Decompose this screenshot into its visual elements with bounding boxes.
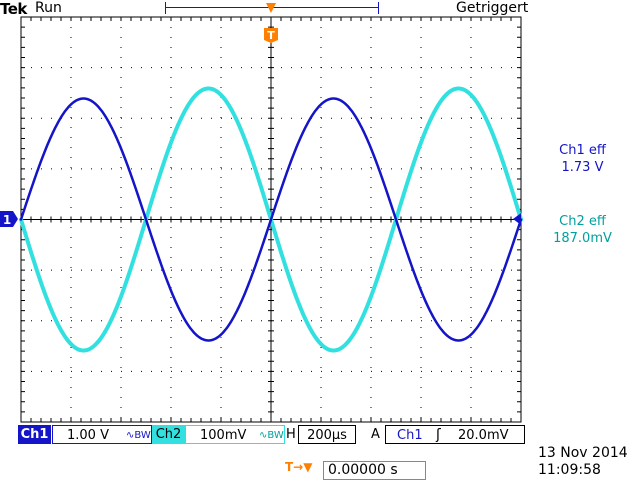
trigger-slope-icon: ʃ	[436, 427, 441, 443]
measurement-ch2-label: Ch2 eff	[559, 214, 606, 229]
ch1-scale: 1.00 V	[67, 428, 109, 443]
ch1-label[interactable]: Ch1	[18, 425, 51, 444]
graticule	[20, 16, 522, 423]
date-display: 13 Nov 2014	[538, 445, 628, 461]
horizontal-scale[interactable]: 200µs	[298, 425, 356, 444]
ch1-ground-marker[interactable]: 1	[0, 211, 18, 227]
measurement-ch2-value: 187.0mV	[553, 231, 612, 246]
trigger-source: Ch1	[397, 428, 423, 443]
trigger-position-marker[interactable]: T	[264, 3, 278, 43]
ch2-scale-box[interactable]: 100mV ∿BW	[185, 425, 285, 444]
trigger-status: Getriggert	[456, 0, 529, 16]
trigger-position-value[interactable]: 0.00000 s	[323, 461, 426, 480]
ch2-label[interactable]: Ch2	[152, 425, 185, 444]
ch1-scale-box[interactable]: 1.00 V ∿BW	[52, 425, 152, 444]
brand-logo: Tek	[0, 0, 27, 18]
trigger-marker-label: T	[267, 29, 275, 42]
acquisition-state: Run	[35, 0, 62, 16]
trigger-level-marker[interactable]	[513, 213, 521, 225]
trigger-readout-box[interactable]: Ch1 ʃ 20.0mV	[385, 425, 525, 444]
ch1-waveform	[19, 97, 523, 342]
measurement-ch1-label: Ch1 eff	[559, 143, 606, 158]
trigger-position-icon: T→▼	[285, 460, 313, 474]
ch2-scale: 100mV	[200, 428, 247, 443]
measurement-ch1-value: 1.73 V	[561, 160, 604, 175]
ch1-bandwidth-icon: ∿BW	[126, 430, 151, 441]
trigger-level: 20.0mV	[458, 428, 509, 443]
measurement-ch2: Ch2 eff 187.0mV	[540, 213, 625, 247]
horizontal-label: H	[286, 427, 296, 442]
measurement-ch1: Ch1 eff 1.73 V	[540, 142, 625, 176]
ch2-bandwidth-icon: ∿BW	[259, 430, 284, 441]
trigger-mode: A	[371, 427, 380, 442]
ch1-marker-label: 1	[3, 213, 11, 227]
time-display: 11:09:58	[538, 462, 601, 478]
